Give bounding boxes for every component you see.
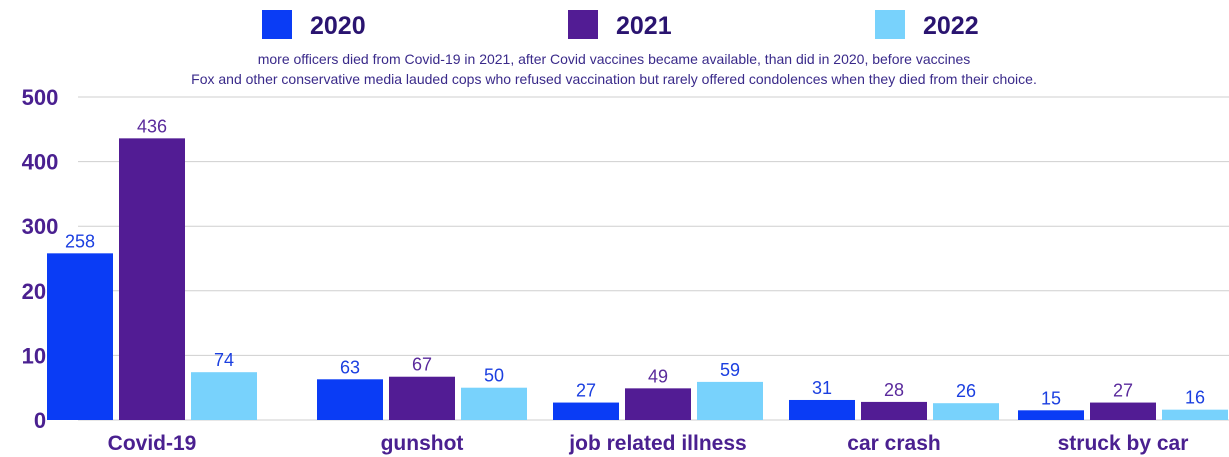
data-label: 63	[340, 357, 360, 377]
x-tick-label: struck by car	[1058, 432, 1189, 455]
legend-swatch-2020	[262, 10, 292, 39]
bar-2020-3	[789, 399, 855, 420]
bar-2022-4	[1162, 409, 1228, 420]
data-label: 27	[576, 381, 596, 401]
data-label: 74	[214, 350, 234, 370]
bar-2021-0	[119, 138, 185, 420]
x-tick-label: Covid-19	[108, 432, 197, 455]
data-label: 15	[1041, 388, 1061, 408]
bar-2020-0	[47, 253, 113, 420]
y-tick-label: 400	[22, 150, 59, 175]
x-tick-label: gunshot	[381, 432, 464, 455]
bar-2021-3	[861, 401, 927, 420]
data-label: 436	[137, 116, 167, 136]
data-label: 59	[720, 360, 740, 380]
bar-2021-4	[1090, 402, 1156, 420]
data-label: 16	[1185, 388, 1205, 408]
bar-2021-1	[389, 376, 455, 420]
bar-2022-1	[461, 387, 527, 420]
data-label: 49	[648, 366, 668, 386]
legend-label-2022: 2022	[923, 12, 979, 40]
data-label: 27	[1113, 381, 1133, 401]
x-tick-label: job related illness	[568, 432, 746, 455]
x-axis: Covid-19 gunshot job related illness car cr…	[108, 432, 1189, 455]
x-tick-label: car crash	[847, 432, 940, 455]
bar-2021-2	[625, 388, 691, 420]
bar-2022-3	[933, 403, 999, 420]
data-label: 28	[884, 380, 904, 400]
data-label: 26	[956, 381, 976, 401]
legend-label-2021: 2021	[616, 12, 672, 40]
y-tick-label: 300	[22, 214, 59, 239]
legend-swatch-2021	[568, 10, 598, 39]
data-label: 31	[812, 378, 832, 398]
bar-2020-1	[317, 379, 383, 420]
data-label: 67	[412, 355, 432, 375]
legend: 2020 2021 2022	[262, 10, 979, 40]
data-label: 258	[65, 231, 95, 251]
bar-2022-2	[697, 381, 763, 420]
data-labels: 258 436 74 63 67 50 27 49 59 31 28 26 15 27 16	[65, 116, 1205, 408]
bar-2022-0	[191, 372, 257, 420]
chart-subtitle: more officers died from Covid-19 in 2021…	[191, 51, 1037, 87]
data-label: 50	[484, 366, 504, 386]
bars	[47, 138, 1228, 420]
subtitle-line-2: Fox and other conservative media lauded …	[191, 71, 1037, 87]
subtitle-line-1: more officers died from Covid-19 in 2021…	[258, 51, 971, 67]
legend-label-2020: 2020	[310, 12, 366, 40]
bar-2020-4	[1018, 410, 1084, 420]
bar-2020-2	[553, 402, 619, 420]
y-tick-label: 500	[22, 85, 59, 110]
legend-swatch-2022	[875, 10, 905, 39]
y-tick-label: 0	[34, 408, 46, 433]
